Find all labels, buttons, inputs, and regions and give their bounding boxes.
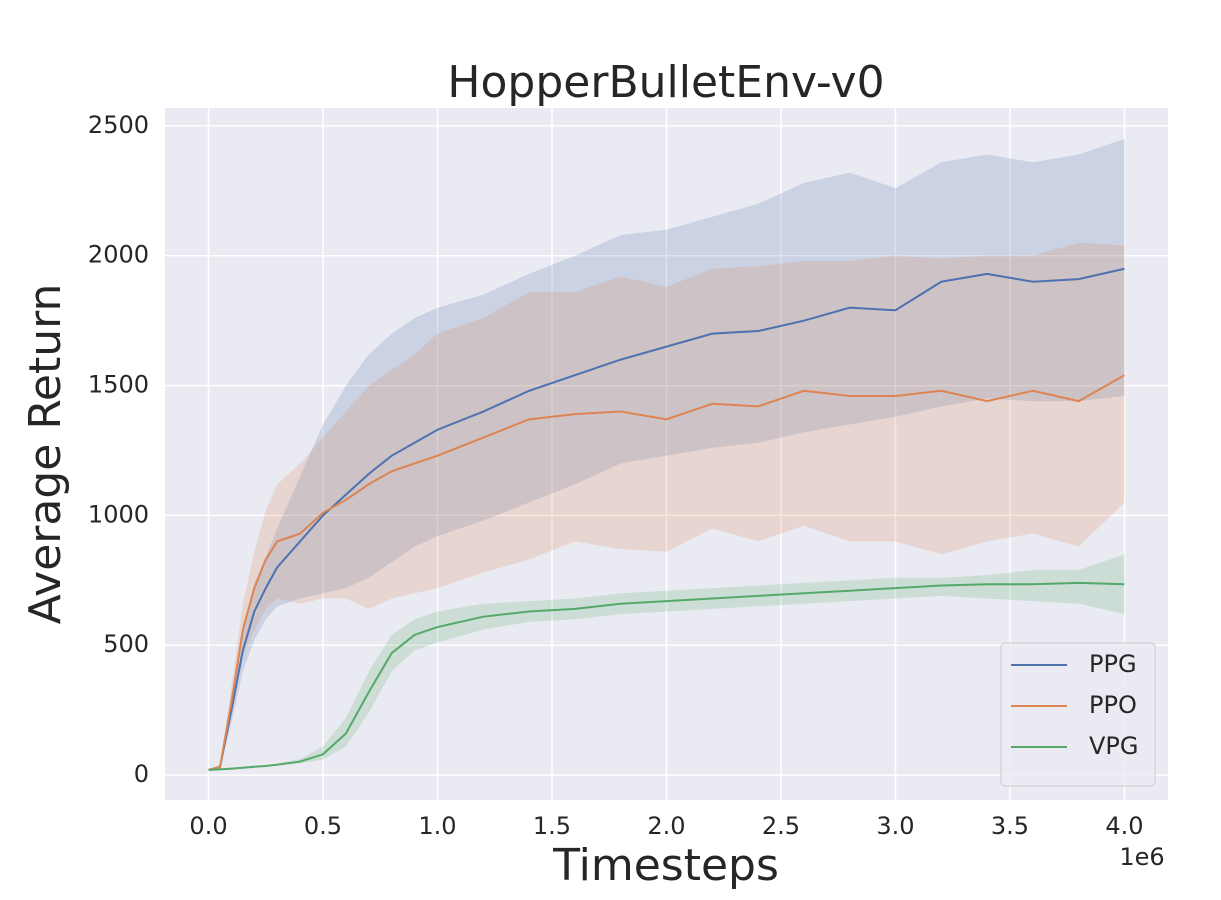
x-tick-label: 1.0 xyxy=(418,812,456,840)
legend-label: PPG xyxy=(1089,650,1137,678)
y-tick-label: 1500 xyxy=(88,371,149,399)
confidence-band xyxy=(208,554,1125,770)
confidence-band xyxy=(208,242,1125,770)
y-tick-label: 0 xyxy=(134,760,149,788)
line xyxy=(208,267,1125,771)
line xyxy=(208,581,1125,771)
legend-label: VPG xyxy=(1089,732,1139,760)
x-axis-label: Timesteps xyxy=(552,840,779,891)
legend-box xyxy=(1000,642,1156,787)
chart-title: HopperBulletEnv-v0 xyxy=(447,57,884,108)
y-tick-label: 500 xyxy=(103,630,149,658)
x-tick-label: 0.5 xyxy=(304,812,342,840)
y-axis-label: Average Return xyxy=(20,284,71,625)
x-tick-label: 3.0 xyxy=(876,812,914,840)
x-axis-multiplier: 1e6 xyxy=(1119,843,1164,871)
legend: PPG PPO VPG xyxy=(1000,642,1156,787)
line xyxy=(208,374,1125,771)
x-tick-label: 2.5 xyxy=(762,812,800,840)
legend-label: PPO xyxy=(1089,691,1137,719)
x-tick-label: 1.5 xyxy=(533,812,571,840)
y-tick-label: 2500 xyxy=(88,111,149,139)
x-tick-label: 4.0 xyxy=(1105,812,1143,840)
y-tick-label: 1000 xyxy=(88,500,149,528)
x-tick-label: 0.0 xyxy=(189,812,227,840)
confidence-band xyxy=(208,138,1125,770)
y-tick-label: 2000 xyxy=(88,241,149,269)
x-tick-label: 2.0 xyxy=(647,812,685,840)
x-tick-label: 3.5 xyxy=(991,812,1029,840)
